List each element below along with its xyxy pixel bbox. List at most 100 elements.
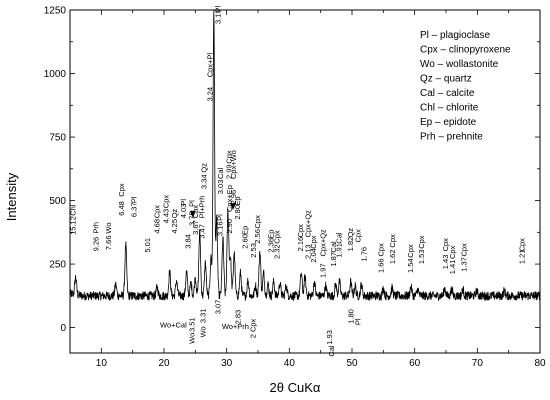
peak-label: Cpx [406, 244, 415, 258]
peak-label: Cpx [354, 229, 363, 243]
peak-label: Pl [130, 196, 139, 203]
peak-label: 2.96 [229, 190, 238, 205]
peak-label: Cpx+Qz [303, 210, 312, 238]
peak-label: 1.91 [335, 243, 344, 258]
peak-label: 3.03 [216, 180, 225, 195]
peak-label: 2.13 [303, 244, 312, 259]
y-tick-label: 750 [49, 133, 66, 144]
peak-label: 3.19 [214, 9, 223, 24]
legend-entry: Pl – plagioclase [420, 30, 490, 41]
peak-label: Pl [187, 200, 196, 207]
peak-label: Wo [104, 222, 113, 233]
peak-label: 6.37 [130, 202, 139, 217]
peak-label: 3.24 [206, 87, 215, 102]
legend-entry: Ep – epidote [420, 117, 477, 128]
peak-label: Pl+Prh [197, 196, 206, 219]
peak-label: Cpx+Ep [225, 185, 234, 212]
peak-label: Cpx [162, 195, 171, 209]
peak-label: 2.60 [241, 234, 250, 249]
peak-label: Cpx [224, 150, 233, 164]
peak-label: 4.68 [152, 219, 161, 234]
below-peak-label: 3.31 [198, 309, 207, 324]
plot-frame [69, 9, 541, 354]
peak-label: 1.80 [347, 309, 356, 324]
peak-label: 1.87 [329, 252, 338, 267]
legend-entry: Chl – chlorite [420, 103, 479, 114]
legend-entry: Cal – calcite [420, 88, 475, 99]
peak-label: 15.12 [68, 216, 77, 235]
peak-label: Pl [179, 199, 188, 206]
peak-label: 2.90 [225, 219, 234, 234]
x-tick-label: 30 [221, 358, 233, 369]
peak-label: Cpx [309, 235, 318, 249]
peak-label: 1.41 [448, 260, 457, 275]
peak-label: 2.04 [309, 248, 318, 263]
peak-label: Cpx+Qz [318, 229, 327, 257]
peak-label: Cpx [191, 205, 200, 219]
y-tick-label: 1250 [44, 6, 67, 17]
peak-label: Qz [199, 163, 208, 173]
x-axis-title: 2θ CuKα [270, 380, 321, 395]
peak-label: 3.67 [191, 220, 200, 235]
xrd-pattern-line [69, 9, 541, 302]
peak-label: Ep [241, 226, 250, 235]
arrow-marker [229, 203, 236, 211]
peak-label: 4.03 [179, 204, 188, 219]
below-peak-label: Wo+Cal [160, 321, 187, 330]
x-tick-label: 70 [472, 358, 484, 369]
peak-label: 1.97 [318, 263, 327, 278]
peak-label: Chl [68, 204, 77, 216]
y-tick-label: 1000 [44, 69, 67, 80]
peak-label: 2.99 [224, 164, 233, 179]
peak-label: Cal [216, 167, 225, 179]
below-peak-label: Wo [198, 326, 207, 337]
legend: Pl – plagioclase Cpx – clinopyroxene Wo – … [420, 30, 511, 143]
peak-label: 1.53 [417, 249, 426, 264]
peak-label: 1.66 [377, 258, 386, 273]
peak-label: 3.34 [199, 174, 208, 189]
peak-label: Cpx [448, 245, 457, 259]
x-tick-label: 60 [409, 358, 421, 369]
y-axis-title: Intensity [4, 172, 19, 221]
peak-label: 2.56 [253, 229, 262, 244]
y-tick-label: 500 [49, 196, 66, 207]
peak-label: 3.47 [197, 224, 206, 239]
peak-label: 1.62 [388, 249, 397, 264]
peak-label: 1.54 [406, 258, 415, 273]
y-tick-label: 250 [49, 260, 66, 271]
below-peak-label: Wo+Prh [222, 322, 249, 331]
peak-label: 2.16 [296, 237, 305, 252]
peak-label: 1.82 [346, 237, 355, 252]
peak-label: Cpx [441, 238, 450, 252]
peak-label: 1.37 [459, 257, 468, 272]
x-tick-label: 20 [158, 358, 170, 369]
peak-label: 3.84 [184, 234, 193, 249]
peak-label: Cpx [518, 238, 527, 252]
peak-label: 2.80 [233, 205, 242, 220]
peak-label: Cpx [296, 224, 305, 238]
legend-entry: Prh – prehnite [420, 132, 483, 143]
peak-label: 9.26 [92, 237, 101, 252]
below-peak-label: 2.83 [234, 310, 243, 325]
peak-label: Cpx [388, 234, 397, 248]
legend-entry: Wo – wollastonite [420, 59, 499, 70]
legend-entry: Qz – quartz [420, 74, 472, 85]
peak-label: Qz [170, 208, 179, 218]
below-peak-label: 3.51 [188, 317, 197, 332]
below-peak-label: 2 Cpx [249, 318, 258, 338]
peak-label: Cpx [152, 205, 161, 219]
x-tick-label: 50 [346, 358, 358, 369]
peak-label: 4.25 [170, 219, 179, 234]
peak-label: Cpx+Pl [206, 53, 215, 78]
peak-label: Pl [216, 214, 225, 221]
peak-label: 3.16 [216, 221, 225, 236]
peak-label: Pl [214, 5, 223, 12]
peak-label: 2.36 [266, 238, 275, 253]
peak-label: Cpx [417, 235, 426, 249]
peak-label: Cpx+Wo [229, 150, 238, 179]
peak-label: 1.21 [518, 249, 527, 264]
peak-label: 3.75 [187, 211, 196, 226]
below-peak-label: 1.93 [325, 330, 334, 345]
x-tick-label: 80 [534, 358, 546, 369]
